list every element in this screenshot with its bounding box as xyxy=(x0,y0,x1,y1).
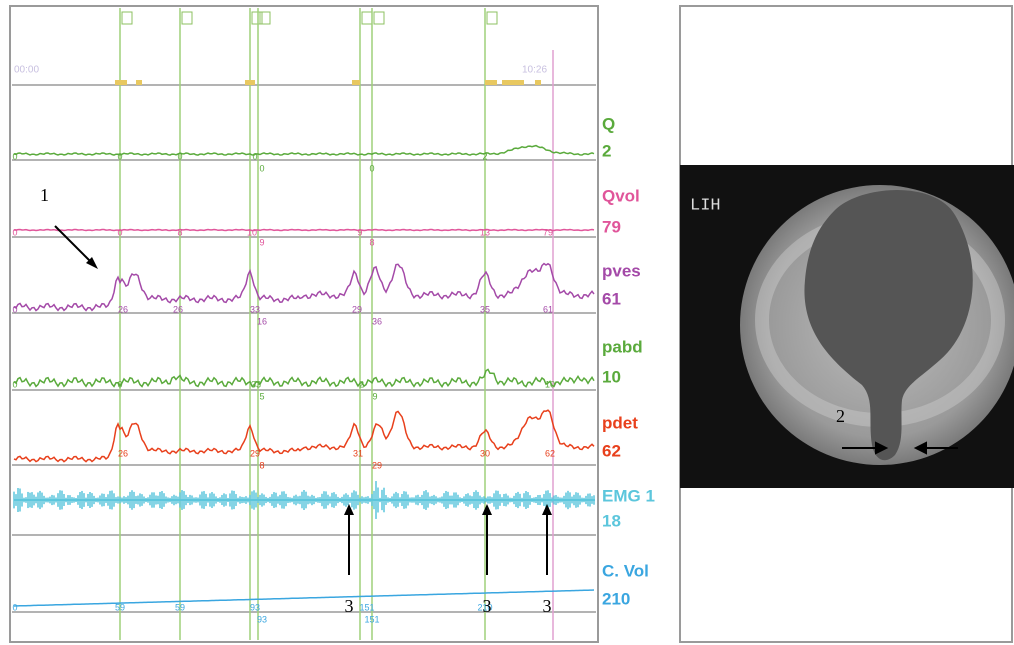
inline-value: 0 xyxy=(117,227,122,237)
inline-value: 79 xyxy=(543,227,553,237)
inline-value: 0 xyxy=(12,602,17,612)
inline-value: 151 xyxy=(359,602,374,612)
inline-value: 0 xyxy=(12,304,17,314)
inline-value: -2 xyxy=(356,379,364,389)
event-bar xyxy=(352,80,360,85)
channel-name: C. Vol xyxy=(602,561,649,580)
inline-value: 30 xyxy=(480,448,490,458)
trace-panel xyxy=(10,6,598,642)
inline-value: 8 xyxy=(369,237,374,247)
inline-value: 8 xyxy=(259,460,264,470)
time-label: 00:00 xyxy=(14,65,39,76)
channel-name: pves xyxy=(602,261,641,280)
inline-value: 151 xyxy=(364,614,379,624)
inline-value: 0 xyxy=(259,163,264,173)
inline-value: 9 xyxy=(372,391,377,401)
inline-value: 26 xyxy=(118,304,128,314)
inline-value: 9 xyxy=(357,227,362,237)
channel-name: pdet xyxy=(602,413,638,432)
figure: LIH 2 00:0010:260000002Q2008109981379Qvo… xyxy=(0,0,1014,645)
inline-value: 0 xyxy=(369,163,374,173)
inline-value: 2 xyxy=(482,151,487,161)
inline-value: 13 xyxy=(480,227,490,237)
inline-value: 0 xyxy=(117,379,122,389)
inline-value: 0 xyxy=(12,379,17,389)
inline-value: 10 xyxy=(545,379,555,389)
inline-value: 29 xyxy=(250,448,260,458)
inline-value: 0 xyxy=(252,151,257,161)
event-bar xyxy=(245,80,255,85)
channel-value: 210 xyxy=(602,589,630,608)
trace xyxy=(14,230,594,231)
channel-value: 79 xyxy=(602,217,621,236)
inline-value: 59 xyxy=(115,602,125,612)
inline-value: 29 xyxy=(372,460,382,470)
event-bar xyxy=(136,80,142,85)
inline-value: 93 xyxy=(257,614,267,624)
event-bar xyxy=(502,80,524,85)
channel-value: 18 xyxy=(602,511,621,530)
inline-value: 8 xyxy=(177,227,182,237)
channel-name: pabd xyxy=(602,337,643,356)
inline-value: 33 xyxy=(250,304,260,314)
inline-value: 0 xyxy=(12,151,17,161)
channel-name: EMG 1 xyxy=(602,486,655,505)
inline-value: 61 xyxy=(543,304,553,314)
channel-value: 2 xyxy=(602,141,611,160)
inline-value: 10 xyxy=(247,227,257,237)
time-label: 10:26 xyxy=(522,65,547,76)
annotation: 1 xyxy=(40,185,49,205)
page: LIH 2 00:0010:260000002Q2008109981379Qvo… xyxy=(0,0,1014,645)
channel-value: 61 xyxy=(602,289,621,308)
inline-value: 26 xyxy=(118,448,128,458)
inline-value: 93 xyxy=(250,602,260,612)
event-bar xyxy=(485,80,497,85)
inline-value: 0 xyxy=(117,151,122,161)
inline-value: 0 xyxy=(177,151,182,161)
event-bar xyxy=(115,80,127,85)
inline-value: 31 xyxy=(353,448,363,458)
inline-value: 26 xyxy=(173,304,183,314)
channel-name: Q xyxy=(602,114,615,133)
inline-value: 0 xyxy=(12,227,17,237)
inline-value: 33 xyxy=(251,379,261,389)
inline-value: 29 xyxy=(352,304,362,314)
inline-value: 35 xyxy=(480,304,490,314)
event-bar xyxy=(535,80,541,85)
annotation: 3 xyxy=(483,596,492,616)
channel-name: Qvol xyxy=(602,186,640,205)
channel-value: 10 xyxy=(602,367,621,386)
annotation: 3 xyxy=(543,596,552,616)
channel-value: 62 xyxy=(602,441,621,460)
annotation: 2 xyxy=(836,406,845,426)
video-label: LIH xyxy=(690,196,721,215)
inline-value: 9 xyxy=(259,237,264,247)
inline-value: 62 xyxy=(545,448,555,458)
annotation: 3 xyxy=(345,596,354,616)
inline-value: 5 xyxy=(259,391,264,401)
inline-value: 59 xyxy=(175,602,185,612)
inline-value: 16 xyxy=(257,316,267,326)
inline-value: 36 xyxy=(372,316,382,326)
